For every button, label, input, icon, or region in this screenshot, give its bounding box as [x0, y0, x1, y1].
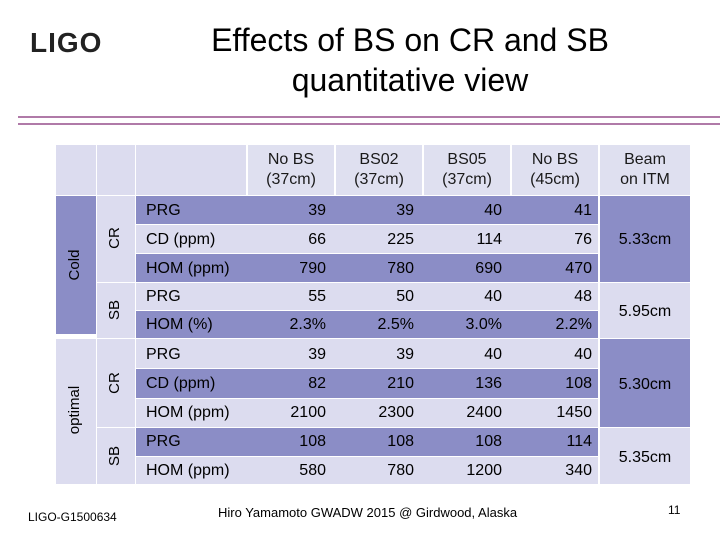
group-label-cold: Cold: [66, 249, 83, 281]
subgroup-band-optimal-cr: [97, 339, 135, 427]
row-band: [136, 428, 598, 456]
group-band-cold: [56, 196, 96, 334]
row-label: PRG: [146, 288, 181, 305]
row-label: CD (ppm): [146, 231, 216, 248]
cell-bs05: 2400: [466, 404, 502, 421]
header-corner-blank-2: [97, 145, 135, 195]
cell-no-bs-37: 66: [308, 231, 326, 248]
column-header-no-bs-37: No BS (37cm): [248, 145, 334, 195]
cell-bs02: 780: [387, 260, 414, 277]
cell-no-bs-45: 340: [565, 462, 592, 479]
header-corner-blank: [56, 145, 96, 195]
column-header-beam-on-itm: Beam on ITM: [600, 145, 690, 195]
cell-no-bs-45: 76: [574, 231, 592, 248]
cell-no-bs-45: 2.2%: [555, 316, 592, 333]
itm-band-3: [600, 339, 690, 427]
group-band-optimal: [56, 339, 96, 484]
subgroup-band-optimal-sb: [97, 428, 135, 484]
cell-bs05: 40: [484, 288, 502, 305]
row-band: [136, 254, 598, 282]
cell-no-bs-37: 55: [308, 288, 326, 305]
itm-band-2: [600, 283, 690, 338]
row-label: HOM (%): [146, 316, 213, 333]
cell-no-bs-37: 108: [299, 433, 326, 450]
cell-bs05: 1200: [466, 462, 502, 479]
cell-bs02: 39: [396, 202, 414, 219]
cell-bs02: 2.5%: [377, 316, 414, 333]
row-band: [136, 283, 598, 310]
cell-no-bs-45: 114: [566, 433, 592, 450]
row-band: [136, 399, 598, 427]
subgroup-band-cold-cr: [97, 196, 135, 282]
row-label: CD (ppm): [146, 375, 216, 392]
beam-on-itm-optimal-sb: 5.35cm: [618, 449, 672, 466]
cell-bs05: 114: [476, 231, 502, 248]
cell-bs02: 108: [387, 433, 414, 450]
footer-credit: Hiro Yamamoto GWADW 2015 @ Girdwood, Ala…: [218, 505, 518, 520]
cell-bs02: 780: [387, 462, 414, 479]
cell-no-bs-37: 2100: [290, 404, 326, 421]
header-label-blank: [136, 145, 246, 195]
beam-on-itm-cold-cr: 5.33cm: [618, 231, 672, 248]
title-divider: [18, 116, 720, 125]
ligo-logo: LIGO: [30, 27, 102, 58]
cell-bs02: 50: [396, 288, 414, 305]
cell-no-bs-37: 2.3%: [289, 316, 326, 333]
itm-band-4: [600, 428, 690, 484]
beam-on-itm-cold-sb: 5.95cm: [618, 303, 672, 320]
cell-no-bs-45: 48: [574, 288, 592, 305]
cell-bs05: 3.0%: [465, 316, 502, 333]
itm-band-1: [600, 196, 690, 282]
cell-bs02: 210: [387, 375, 414, 392]
column-header-bs02: BS02 (37cm): [336, 145, 422, 195]
cell-bs05: 690: [475, 260, 502, 277]
title-line-1: Effects of BS on CR and SB: [211, 22, 609, 58]
cell-bs02: 2300: [378, 404, 414, 421]
cell-bs05: 40: [484, 346, 502, 363]
beam-on-itm-optimal-cr: 5.30cm: [618, 376, 672, 393]
cell-bs05: 40: [484, 202, 502, 219]
row-label: PRG: [146, 346, 181, 363]
row-band: [136, 225, 598, 253]
cell-no-bs-45: 470: [565, 260, 592, 277]
cell-bs02: 225: [387, 231, 414, 248]
cell-no-bs-37: 790: [299, 260, 326, 277]
subgroup-label-optimal-sb: SB: [106, 446, 123, 467]
subgroup-label-optimal-cr: CR: [106, 372, 123, 394]
cell-bs05: 108: [475, 433, 502, 450]
cell-no-bs-45: 41: [574, 202, 592, 219]
cell-no-bs-45: 40: [574, 346, 592, 363]
cell-no-bs-37: 580: [299, 462, 326, 479]
subgroup-label-cold-sb: SB: [106, 300, 123, 321]
row-label: HOM (ppm): [146, 462, 230, 479]
cell-no-bs-45: 1450: [556, 404, 592, 421]
row-band: [136, 457, 598, 484]
page-number: 11: [668, 503, 681, 517]
row-band: [136, 369, 598, 398]
row-band: [136, 339, 598, 368]
row-label: HOM (ppm): [146, 404, 230, 421]
cell-no-bs-37: 39: [308, 202, 326, 219]
row-label: PRG: [146, 202, 181, 219]
cell-bs05: 136: [475, 375, 502, 392]
row-label: HOM (ppm): [146, 260, 230, 277]
column-header-bs05: BS05 (37cm): [424, 145, 510, 195]
row-label: PRG: [146, 433, 181, 450]
cell-no-bs-37: 82: [308, 375, 326, 392]
row-band: [136, 196, 598, 224]
subgroup-band-cold-sb: [97, 283, 135, 338]
cell-no-bs-37: 39: [308, 346, 326, 363]
cell-bs02: 39: [396, 346, 414, 363]
group-label-optimal: optimal: [66, 385, 83, 435]
slide-title: Effects of BS on CR and SB quantitative …: [150, 20, 670, 100]
document-id: LIGO-G1500634: [28, 510, 117, 524]
cell-no-bs-45: 108: [565, 375, 592, 392]
column-header-no-bs-45: No BS (45cm): [512, 145, 598, 195]
svg-text:LIGO: LIGO: [30, 27, 102, 58]
title-line-2: quantitative view: [291, 62, 529, 98]
row-band: [136, 311, 598, 338]
subgroup-label-cold-cr: CR: [106, 227, 123, 249]
